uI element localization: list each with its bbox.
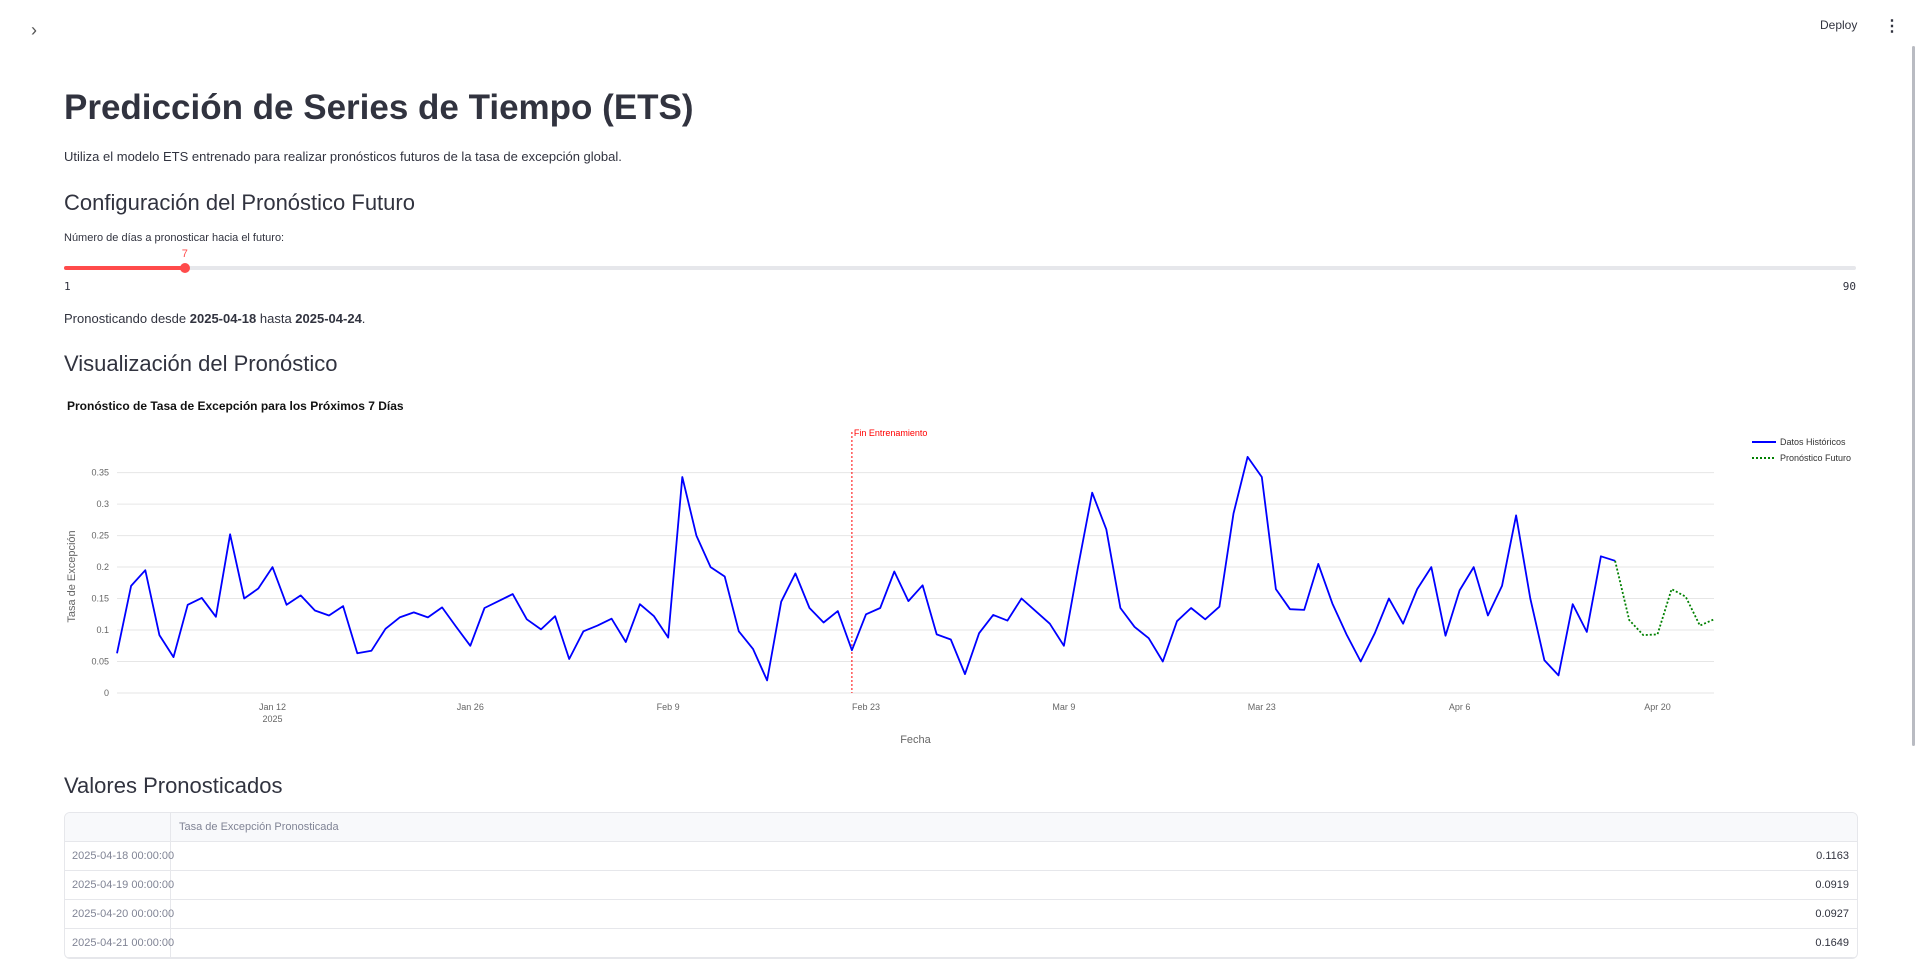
historical-series-line: [116, 456, 1616, 682]
x-tick-label: Feb 9: [657, 702, 680, 712]
x-tick-year: 2025: [262, 714, 282, 724]
page-description: Utiliza el modelo ETS entrenado para rea…: [64, 149, 622, 164]
y-tick-label: 0: [104, 688, 109, 698]
viz-heading: Visualización del Pronóstico: [64, 351, 338, 376]
forecast-table[interactable]: Tasa de Excepción Pronosticada 2025-04-1…: [64, 812, 1858, 959]
table-row[interactable]: 2025-04-18 00:00:00 0.1163: [65, 842, 1857, 871]
row-value: 0.0927: [1815, 908, 1849, 920]
y-tick-label: 0.35: [91, 468, 109, 478]
row-date: 2025-04-18 00:00:00: [65, 842, 174, 870]
x-tick-label: Jan 26: [457, 702, 484, 712]
table-row[interactable]: 2025-04-20 00:00:00 0.0927: [65, 900, 1857, 929]
value-header[interactable]: Tasa de Excepción Pronosticada: [179, 821, 339, 833]
forecast-chart[interactable]: Pronóstico de Tasa de Excepción para los…: [64, 390, 1856, 760]
row-date: 2025-04-20 00:00:00: [65, 900, 174, 928]
range-prefix: Pronosticando desde: [64, 311, 190, 326]
forecast-range-text: Pronosticando desde 2025-04-18 hasta 202…: [64, 311, 365, 326]
slider-current-value: 7: [181, 248, 188, 260]
x-tick-label: Apr 6: [1449, 702, 1471, 712]
row-value: 0.1649: [1815, 937, 1849, 949]
slider-thumb[interactable]: [179, 263, 190, 273]
more-vertical-icon: ⋮: [1884, 18, 1900, 35]
y-tick-label: 0.1: [96, 625, 109, 635]
row-date: 2025-04-19 00:00:00: [65, 871, 174, 899]
table-header-row: Tasa de Excepción Pronosticada: [65, 813, 1857, 842]
top-bar: › Deploy ⋮: [0, 0, 1917, 56]
row-value: 0.1163: [1816, 850, 1849, 862]
chart-title: Pronóstico de Tasa de Excepción para los…: [67, 399, 404, 413]
x-axis-label: Fecha: [900, 734, 931, 746]
index-header: [65, 813, 171, 841]
slider-label: Número de días a pronosticar hacia el fu…: [64, 232, 285, 244]
row-value: 0.0919: [1815, 879, 1849, 891]
x-tick-label: Mar 23: [1248, 702, 1276, 712]
y-tick-label: 0.3: [96, 499, 109, 509]
chevron-right-icon: ›: [31, 20, 37, 40]
y-tick-label: 0.25: [91, 531, 109, 541]
x-tick-label: Feb 23: [852, 702, 880, 712]
slider-fill: [64, 266, 185, 270]
page-title: Predicción de Series de Tiempo (ETS): [64, 88, 694, 127]
scrollbar[interactable]: [1912, 46, 1915, 746]
deploy-button[interactable]: Deploy: [1820, 18, 1858, 32]
x-tick-label: Apr 20: [1644, 702, 1671, 712]
training-end-label: Fin Entrenamiento: [854, 428, 928, 438]
range-mid: hasta: [256, 311, 296, 326]
table-row[interactable]: 2025-04-21 00:00:00 0.1649: [65, 929, 1857, 958]
y-tick-label: 0.15: [91, 594, 109, 604]
x-tick-label: Mar 9: [1052, 702, 1075, 712]
y-tick-label: 0.2: [96, 562, 109, 572]
forecast-series-line: [1614, 560, 1715, 637]
config-heading: Configuración del Pronóstico Futuro: [64, 190, 415, 215]
forecast-days-slider[interactable]: 7: [64, 248, 1856, 273]
range-suffix: .: [361, 311, 366, 326]
range-end-date: 2025-04-24: [295, 311, 362, 326]
slider-min-label: 1: [64, 280, 71, 293]
legend-entry: Datos Históricos: [1780, 437, 1846, 447]
expand-sidebar-button[interactable]: ›: [24, 20, 44, 40]
y-tick-label: 0.05: [91, 657, 109, 667]
slider-track[interactable]: [64, 266, 1856, 270]
legend-entry: Pronóstico Futuro: [1780, 453, 1851, 463]
x-tick-label: Jan 12: [259, 702, 286, 712]
main-menu-button[interactable]: ⋮: [1884, 16, 1900, 36]
range-start-date: 2025-04-18: [189, 311, 257, 326]
row-date: 2025-04-21 00:00:00: [65, 929, 174, 957]
y-axis-label: Tasa de Excepción: [66, 530, 78, 622]
slider-max-label: 90: [1842, 280, 1856, 293]
table-row[interactable]: 2025-04-19 00:00:00 0.0919: [65, 871, 1857, 900]
table-heading: Valores Pronosticados: [64, 773, 283, 798]
